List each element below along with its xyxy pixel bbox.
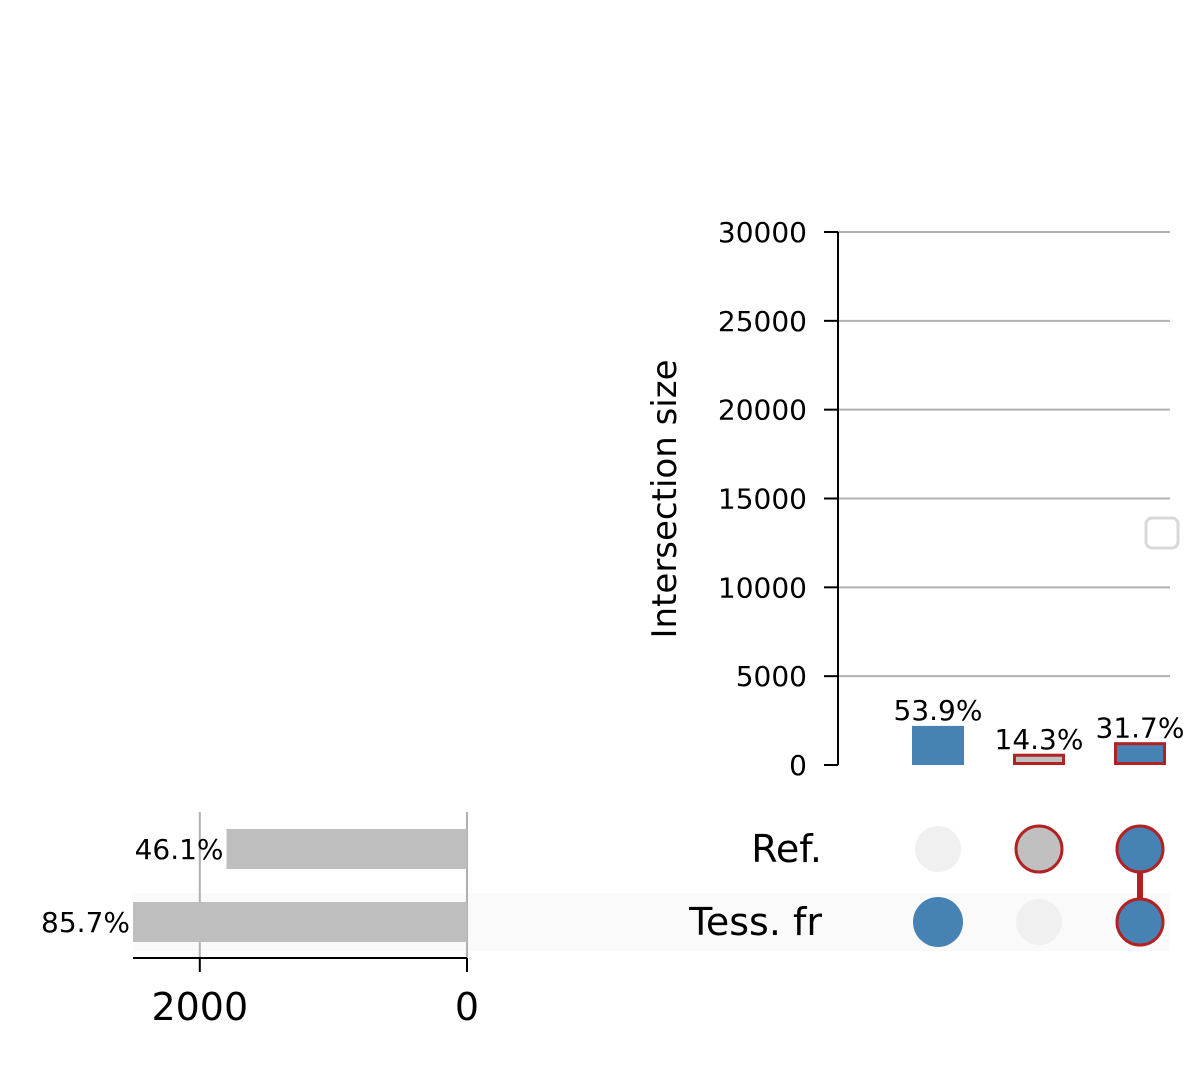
matrix-dot-inactive — [1016, 899, 1062, 945]
bar-percent-label: 14.3% — [995, 723, 1084, 756]
matrix-dot-active — [1115, 897, 1165, 947]
y-axis-label: Intersection size — [645, 360, 685, 639]
matrix-dot-active — [913, 897, 963, 947]
set-size-bar — [133, 902, 467, 942]
set-size-percent-label: 46.1% — [135, 833, 224, 866]
y-tick-label: 25000 — [718, 305, 807, 338]
intersection-bars: 53.9% 14.3% 31.7% — [894, 694, 1185, 765]
set-size-bars: 46.1% 85.7% — [41, 812, 468, 958]
intersection-matrix: Ref. Tess. fr — [688, 824, 1165, 947]
y-tick-label: 15000 — [718, 483, 807, 516]
y-tick-label: 0 — [789, 749, 807, 782]
set-name-label: Ref. — [751, 827, 822, 871]
bar-percent-label: 53.9% — [894, 694, 983, 727]
matrix-dot-active — [1115, 824, 1165, 874]
intersection-gridlines — [838, 231, 1170, 678]
set-name-label: Tess. fr — [688, 900, 822, 944]
intersection-bar — [912, 725, 964, 765]
matrix-dot-inactive — [915, 826, 961, 872]
y-tick-label: 5000 — [736, 660, 807, 693]
set-size-tick-label: 0 — [455, 985, 479, 1029]
bar-percent-label: 31.7% — [1096, 712, 1185, 745]
intersection-bar — [1114, 742, 1166, 765]
set-size-x-axis: 2000 0 — [133, 957, 479, 1029]
intersection-bar — [1013, 753, 1065, 765]
set-size-bar — [226, 829, 467, 869]
y-tick-label: 10000 — [718, 571, 807, 604]
intersection-y-axis: Intersection size 0 5000 10000 15000 20000 25… — [645, 216, 839, 782]
y-tick-label: 20000 — [718, 394, 807, 427]
set-size-tick-label: 2000 — [151, 985, 248, 1029]
matrix-dot-active — [1014, 824, 1064, 874]
y-tick-label: 30000 — [718, 216, 807, 249]
set-size-percent-label: 85.7% — [41, 906, 130, 939]
empty-legend-box — [1144, 516, 1180, 550]
